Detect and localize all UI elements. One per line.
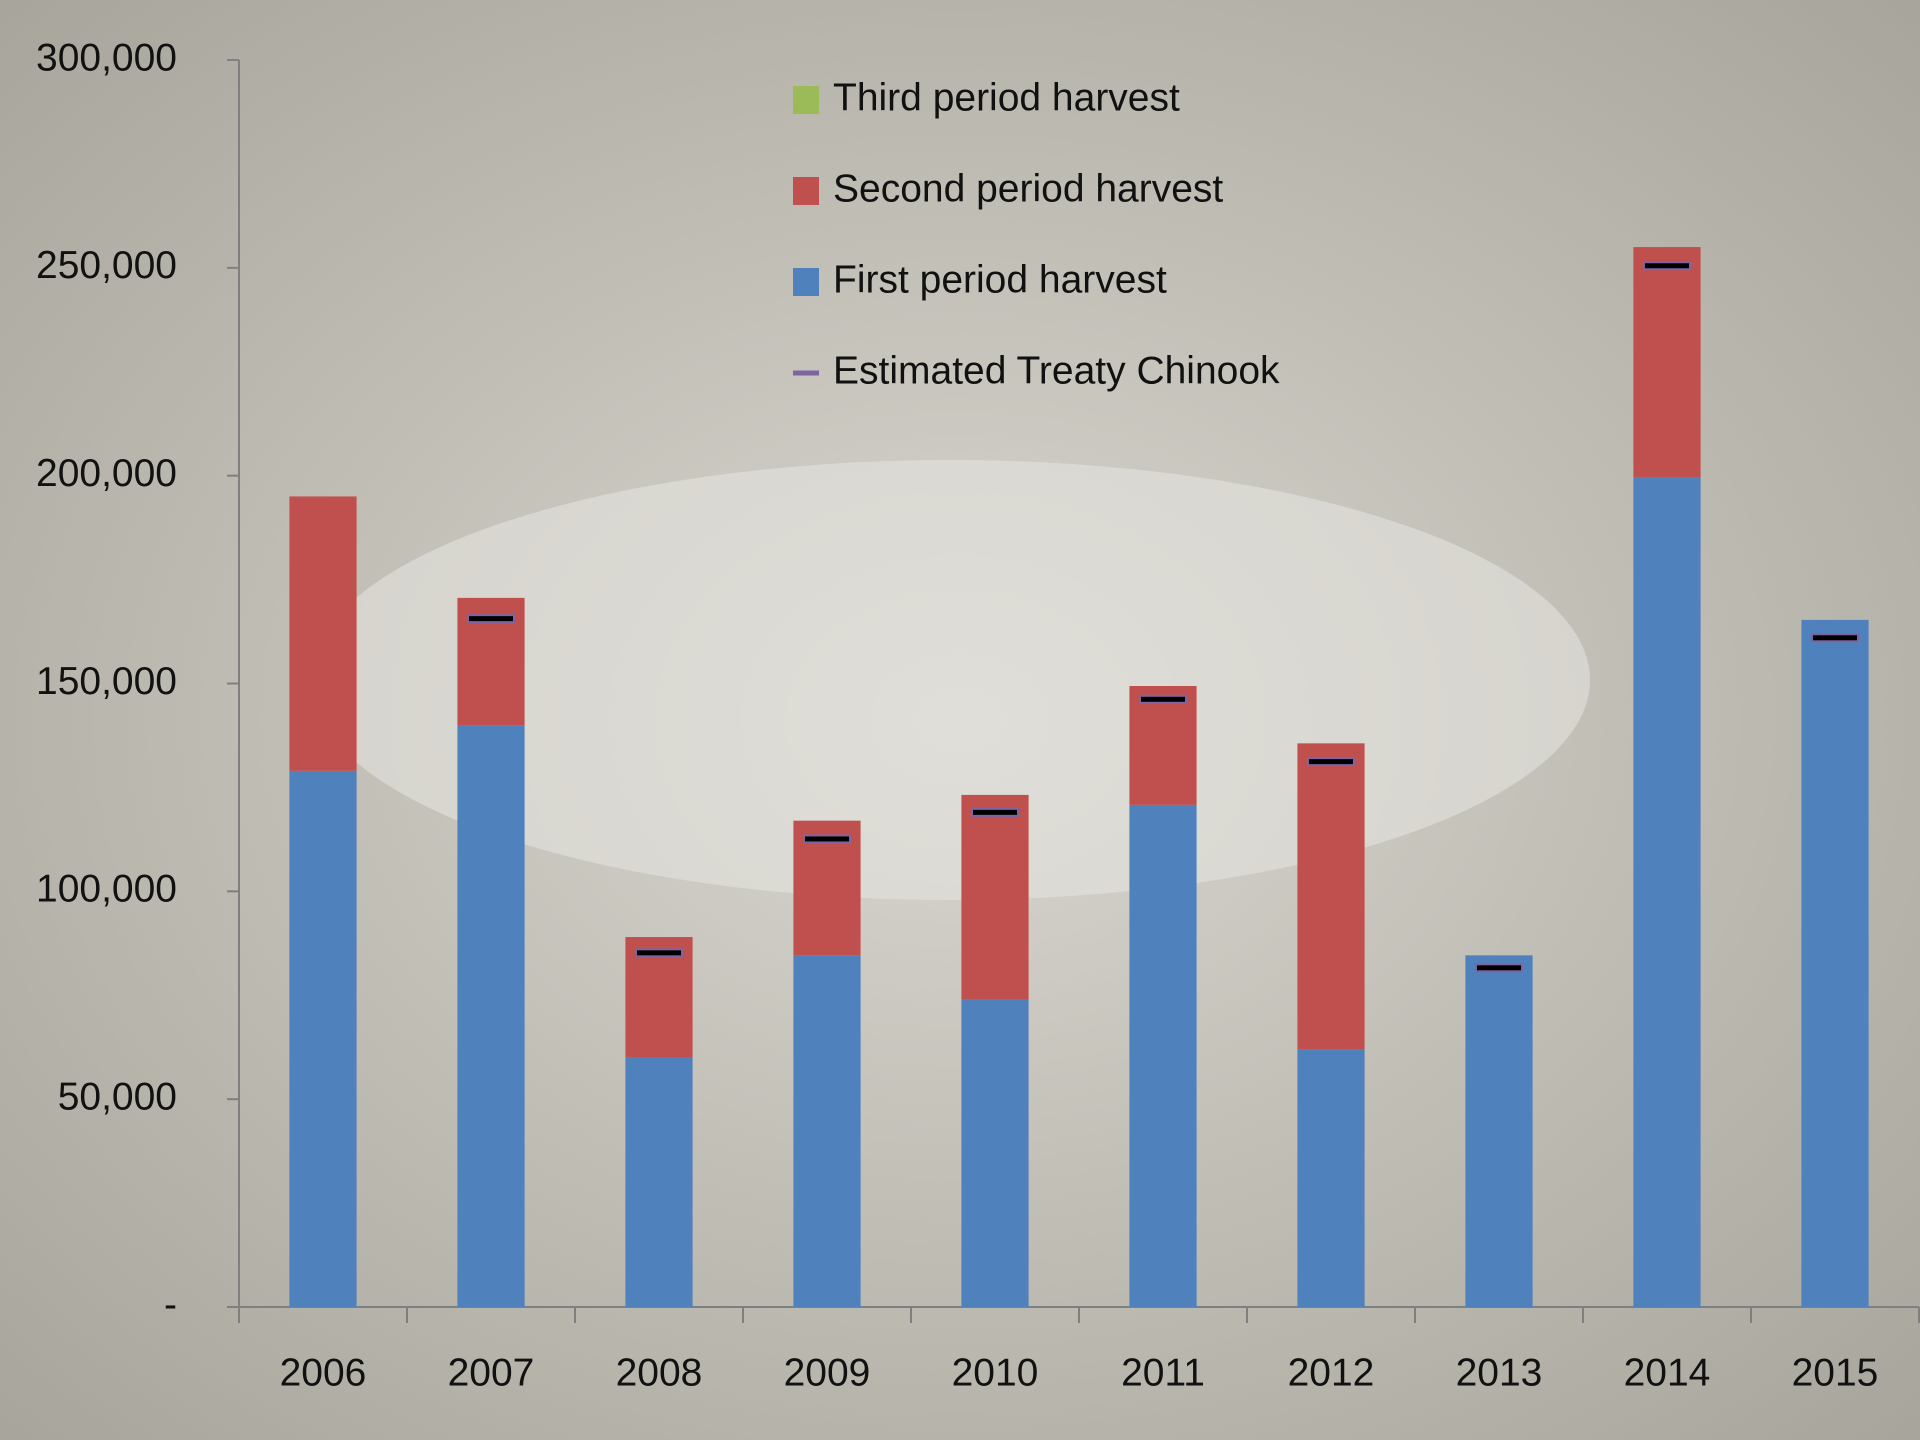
x-tick-label: 2008 — [616, 1351, 703, 1394]
bar-segment — [1129, 686, 1196, 805]
estimate-marker — [1644, 262, 1690, 269]
estimate-marker — [804, 835, 850, 842]
y-tick-label: 300,000 — [36, 36, 177, 79]
y-tick-label: 200,000 — [36, 452, 177, 495]
estimate-marker — [972, 809, 1018, 816]
y-tick-label: 100,000 — [36, 868, 177, 911]
chart: - 50,000 100,000 150,000 200,000 250,000 300,0… — [0, 0, 1920, 1440]
bar-segment — [961, 795, 1028, 1000]
y-tick-label: - — [164, 1283, 177, 1326]
legend-label: First period harvest — [833, 258, 1167, 301]
x-tick-label: 2013 — [1456, 1351, 1543, 1394]
x-tick-label: 2014 — [1624, 1351, 1711, 1394]
x-tick-label: 2015 — [1792, 1351, 1879, 1394]
x-tick-label: 2012 — [1288, 1351, 1375, 1394]
legend-label: Second period harvest — [833, 167, 1223, 210]
estimate-marker — [1140, 696, 1186, 703]
y-tick-label: 150,000 — [36, 660, 177, 703]
x-tick-label: 2009 — [784, 1351, 871, 1394]
y-tick-label: 250,000 — [36, 244, 177, 287]
bar-segment — [1633, 247, 1700, 478]
x-tick-label: 2007 — [448, 1351, 535, 1394]
bar-segment — [1465, 955, 1532, 1307]
bar-segment — [961, 999, 1028, 1307]
bar-segment — [625, 1058, 692, 1307]
bar-segment — [1801, 620, 1868, 1307]
bar-segment — [1297, 743, 1364, 1049]
x-tick-label: 2011 — [1121, 1351, 1205, 1394]
estimate-marker — [1308, 758, 1354, 765]
bar-segment — [457, 725, 524, 1307]
legend-swatch — [793, 86, 819, 114]
y-tick-label: 50,000 — [58, 1075, 177, 1118]
bar-segment — [1633, 478, 1700, 1307]
estimate-marker — [468, 615, 514, 622]
x-tick-label: 2010 — [952, 1351, 1039, 1394]
legend-label: Estimated Treaty Chinook — [833, 349, 1280, 392]
bar-segment — [289, 771, 356, 1307]
bar-segment — [793, 955, 860, 1307]
bar-segment — [1297, 1050, 1364, 1307]
bar-segment — [1129, 805, 1196, 1307]
x-tick-label: 2006 — [280, 1351, 367, 1394]
legend-label: Third period harvest — [833, 76, 1180, 119]
estimate-marker — [1476, 964, 1522, 971]
legend-swatch — [793, 268, 819, 296]
bar-segment — [289, 496, 356, 770]
legend-swatch — [793, 177, 819, 205]
estimate-marker — [1812, 634, 1858, 641]
estimate-marker — [636, 949, 682, 956]
